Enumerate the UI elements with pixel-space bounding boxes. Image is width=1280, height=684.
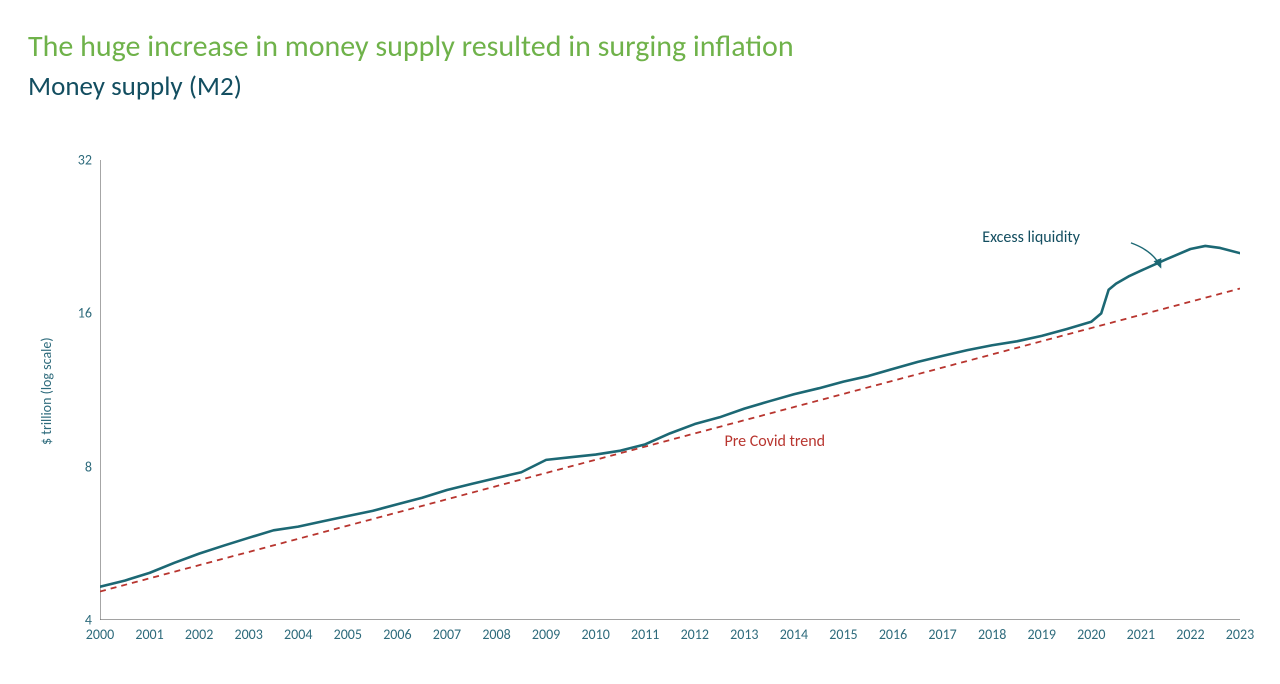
y-tick-label: 8 (52, 458, 92, 475)
page-title: The huge increase in money supply result… (28, 28, 794, 65)
y-axis-title: $ trillion (log scale) (38, 338, 55, 446)
x-tick-label: 2022 (1168, 626, 1212, 643)
x-tick-label: 2008 (475, 626, 519, 643)
x-tick-label: 2006 (375, 626, 419, 643)
x-tick-label: 2011 (623, 626, 667, 643)
x-tick-label: 2007 (425, 626, 469, 643)
x-tick-label: 2010 (574, 626, 618, 643)
series-pre-covid-trend (100, 289, 1240, 592)
x-tick-label: 2016 (871, 626, 915, 643)
x-tick-label: 2004 (276, 626, 320, 643)
x-tick-label: 2017 (921, 626, 965, 643)
annotation-excess-liquidity: Excess liquidity (982, 228, 1080, 247)
y-tick-label: 32 (52, 152, 92, 169)
x-tick-label: 2012 (673, 626, 717, 643)
series-m2 (100, 246, 1240, 587)
x-tick-label: 2020 (1069, 626, 1113, 643)
x-tick-label: 2014 (772, 626, 816, 643)
x-tick-label: 2021 (1119, 626, 1163, 643)
annotation-pre-covid-trend: Pre Covid trend (725, 432, 826, 451)
page-subtitle: Money supply (M2) (28, 70, 242, 103)
x-tick-label: 2000 (78, 626, 122, 643)
x-tick-label: 2003 (227, 626, 271, 643)
x-tick-label: 2018 (970, 626, 1014, 643)
x-tick-label: 2015 (821, 626, 865, 643)
x-tick-label: 2023 (1218, 626, 1262, 643)
x-tick-label: 2019 (1020, 626, 1064, 643)
x-tick-label: 2005 (326, 626, 370, 643)
x-tick-label: 2002 (177, 626, 221, 643)
y-tick-label: 16 (52, 305, 92, 322)
page: The huge increase in money supply result… (0, 0, 1280, 684)
x-tick-label: 2009 (524, 626, 568, 643)
x-tick-label: 2001 (128, 626, 172, 643)
x-tick-label: 2013 (722, 626, 766, 643)
